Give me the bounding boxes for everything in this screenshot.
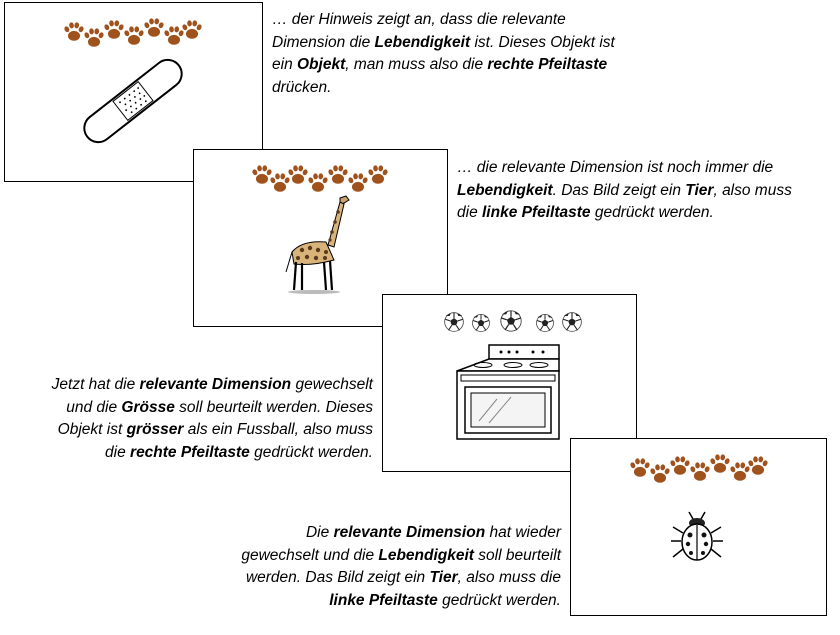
caption-3: Jetzt hat die relevante Dimension gewech… [51, 376, 373, 461]
stove-icon [456, 344, 560, 440]
band-aid-icon [83, 58, 183, 144]
paw-prints-cue-icon [63, 18, 203, 47]
paw-prints-cue-icon [629, 454, 769, 483]
stimulus-card-3 [382, 294, 637, 472]
ladybug-icon [671, 511, 723, 561]
soccer-balls-cue-icon [444, 310, 582, 332]
stimulus-card-1 [4, 2, 263, 182]
caption-1: … der Hinweis zeigt an, dass die relevan… [272, 11, 615, 96]
caption-4: Die relevante Dimension hat wieder gewec… [241, 524, 561, 609]
stimulus-card-4 [570, 438, 827, 616]
giraffe-icon [285, 195, 350, 294]
caption-2: … die relevante Dimension ist noch immer… [457, 159, 792, 221]
